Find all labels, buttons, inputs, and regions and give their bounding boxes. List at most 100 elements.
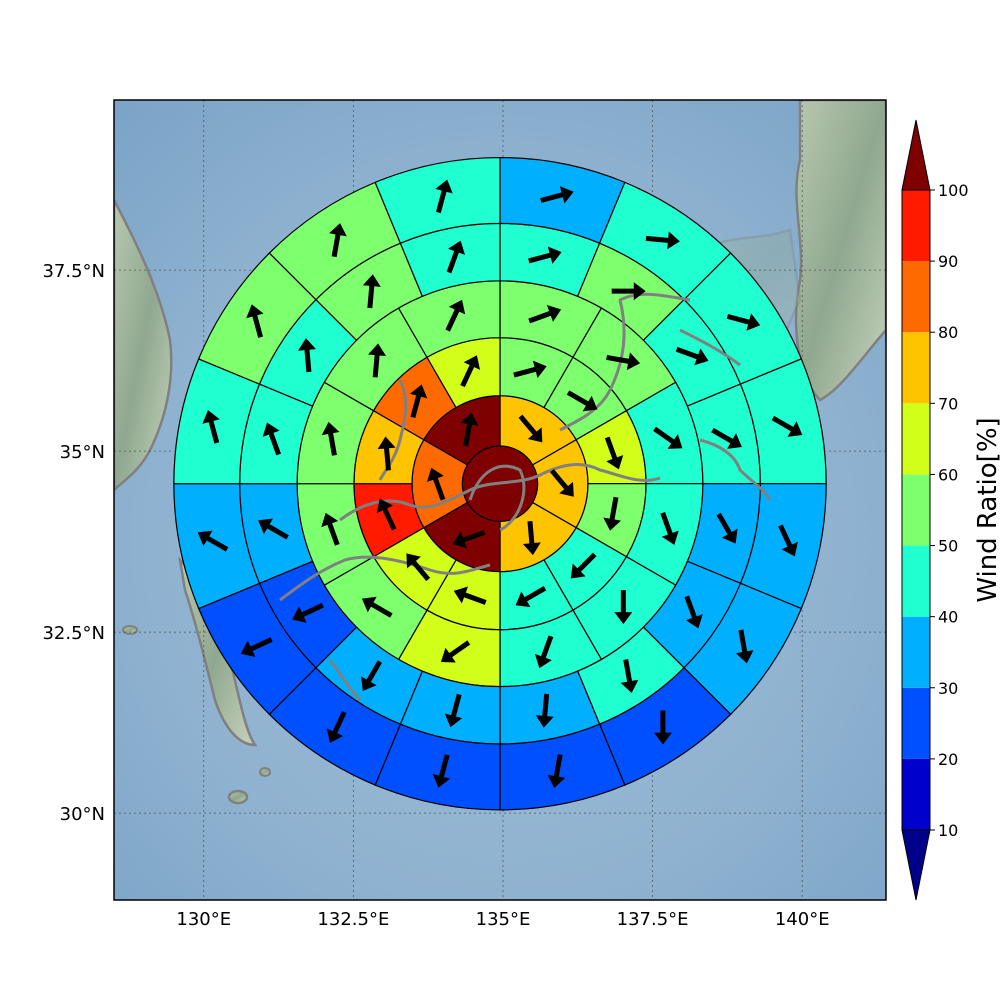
colorbar-tick-label: 10	[938, 821, 958, 840]
wind-arrow	[426, 467, 446, 501]
wind-arrow	[778, 524, 798, 557]
colorbar-bin	[902, 758, 930, 830]
wind-arrow	[614, 590, 633, 625]
wind-arrow	[645, 231, 680, 250]
wind-arrow	[445, 299, 466, 332]
wind-arrow	[604, 436, 624, 470]
colorbar-tick-label: 30	[938, 679, 958, 698]
colorbar-bin	[902, 332, 930, 404]
wind-arrow	[446, 240, 466, 274]
colorbar-tick-label: 70	[938, 394, 958, 413]
wind-arrow	[452, 529, 486, 549]
wind-arrow	[362, 274, 381, 309]
coastline-overlay	[279, 292, 772, 702]
wind-arrow	[528, 246, 562, 264]
wind-arrows	[197, 179, 803, 789]
wind-arrow	[566, 390, 598, 412]
wind-arrow	[735, 629, 754, 664]
y-tick-label: 32.5°N	[42, 623, 105, 644]
colorbar-extend-min	[901, 829, 931, 901]
x-tick-label: 137.5°E	[617, 909, 689, 930]
wind-arrow	[540, 186, 574, 204]
colorbar-label: Wind Ratio[%]	[973, 417, 1000, 602]
y-tick-label: 35°N	[60, 442, 105, 463]
wind-arrow	[329, 223, 347, 258]
wind-arrow	[262, 422, 282, 456]
wind-arrow	[460, 412, 479, 447]
wind-arrow	[606, 352, 641, 371]
wind-arrow	[522, 520, 541, 556]
colorbar-frame	[901, 189, 931, 831]
x-axis-ticks: 130°E 132.5°E 135°E 137.5°E 140°E	[176, 909, 829, 930]
wind-arrow	[406, 553, 431, 582]
colorbar-bin	[902, 474, 930, 546]
wind-arrow	[444, 693, 463, 728]
wind-arrow	[376, 498, 397, 531]
wind-arrow	[435, 179, 453, 214]
colorbar-tick-label: 80	[938, 323, 958, 342]
wind-arrow	[361, 596, 393, 618]
map-frame	[113, 99, 887, 901]
wind-arrow	[377, 436, 396, 471]
wind-arrow	[292, 602, 324, 623]
wind-arrow	[409, 384, 428, 419]
wind-arrow	[528, 305, 562, 324]
ring-5-sector-15	[374, 156, 501, 244]
wind-arrow	[515, 586, 547, 608]
y-tick-label: 37.5°N	[42, 261, 105, 282]
wind-arrow	[547, 754, 566, 789]
colorbar-tick-label: 100	[938, 181, 969, 200]
colorbar-tick-label: 60	[938, 465, 958, 484]
wind-arrow	[684, 595, 703, 629]
wind-arrow	[653, 426, 683, 449]
wind-arrow	[711, 427, 742, 449]
colorbar-bin	[902, 190, 930, 262]
wind-arrow	[535, 693, 554, 728]
wind-arrow	[368, 343, 387, 378]
wind-arrow	[298, 338, 316, 373]
wind-arrow	[321, 512, 340, 546]
wind-arrow	[603, 496, 621, 531]
colorbar-bin	[902, 687, 930, 759]
x-tick-label: 140°E	[775, 909, 830, 930]
wind-arrow	[321, 421, 340, 456]
colorbar-bin	[902, 261, 930, 333]
wind-arrow	[549, 469, 574, 497]
wind-arrow	[432, 754, 451, 788]
wind-arrow	[360, 660, 382, 692]
y-axis-ticks: 37.5°N 35°N 32.5°N 30°N	[42, 261, 105, 825]
wind-arrow	[453, 586, 487, 605]
wind-arrow	[570, 552, 597, 579]
wind-arrow	[202, 410, 220, 444]
colorbar: 10 20 30 40 50 60 70 80 90 100	[901, 119, 969, 901]
wind-arrow	[518, 414, 543, 443]
wind-arrow	[326, 711, 347, 743]
wind-arrow	[513, 360, 547, 379]
wind-arrow	[246, 304, 264, 338]
wind-arrow	[726, 313, 761, 331]
wind-arrow	[611, 282, 646, 301]
wind-arrow	[534, 635, 554, 669]
x-tick-label: 130°E	[176, 909, 231, 930]
colorbar-bin	[902, 403, 930, 475]
colorbar-tick-label: 20	[938, 750, 958, 769]
colorbar-bin	[902, 616, 930, 688]
wind-arrow	[675, 346, 709, 366]
colorbar-tick-label: 40	[938, 608, 958, 627]
wind-arrow	[660, 512, 679, 545]
colorbar-bin	[902, 545, 930, 617]
wind-arrow	[716, 512, 738, 544]
wind-arrow	[440, 640, 471, 663]
wind-arrow	[197, 530, 229, 552]
wind-arrow	[460, 355, 481, 388]
colorbar-tick-label: 90	[938, 252, 958, 271]
colorbar-extend-max	[901, 119, 931, 191]
wind-arrow	[240, 637, 273, 657]
x-tick-label: 135°E	[476, 909, 531, 930]
wind-arrow	[258, 518, 289, 540]
x-tick-label: 132.5°E	[317, 909, 389, 930]
colorbar-tick-label: 50	[938, 537, 958, 556]
wind-arrow	[620, 659, 639, 694]
